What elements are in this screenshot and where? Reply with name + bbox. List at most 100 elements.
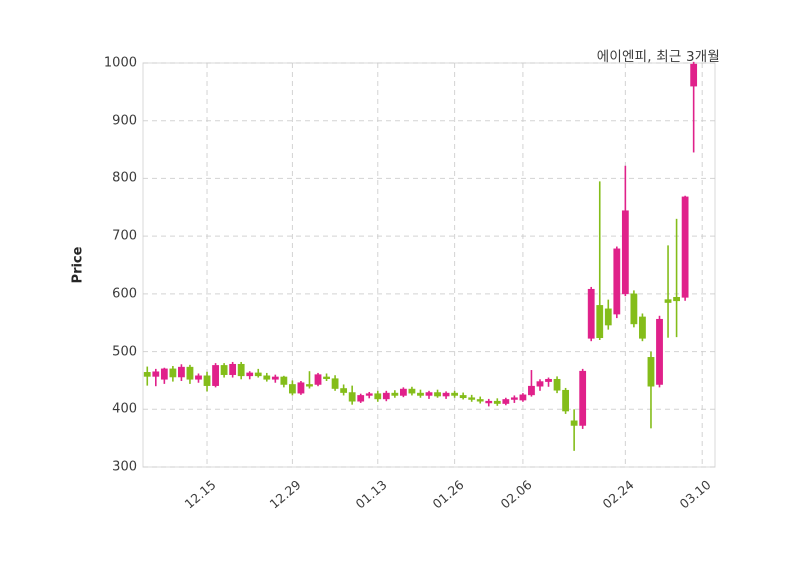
- candle: [442, 391, 450, 399]
- candle: [382, 390, 390, 402]
- y-tick-label: 800: [112, 170, 137, 186]
- candle: [459, 392, 467, 400]
- candle-body: [399, 388, 407, 396]
- candle-series: [143, 61, 698, 451]
- candle: [340, 384, 348, 396]
- candle: [374, 390, 382, 402]
- candle-body: [237, 363, 245, 377]
- candle: [664, 245, 672, 338]
- candle-body: [186, 366, 194, 380]
- y-tick-label: 400: [112, 401, 137, 417]
- candle-body: [656, 318, 663, 385]
- candle-body: [212, 365, 219, 386]
- candle: [348, 385, 356, 405]
- candle-body: [425, 392, 433, 396]
- candle-body: [297, 382, 305, 394]
- candle-body: [451, 392, 459, 396]
- candle-body: [613, 248, 621, 315]
- candle-body: [604, 308, 612, 326]
- candle-body: [570, 420, 578, 426]
- candle-body: [391, 392, 399, 396]
- candle: [152, 368, 160, 387]
- candle-body: [442, 392, 450, 397]
- candle: [254, 368, 262, 378]
- candle: [425, 390, 433, 399]
- candle-body: [417, 392, 424, 396]
- candle-body: [289, 384, 296, 394]
- candle-body: [357, 395, 365, 402]
- y-tick-label: 600: [112, 286, 137, 302]
- candle-body: [374, 393, 382, 400]
- y-tick-label: 300: [112, 459, 137, 475]
- candle-body: [553, 378, 561, 391]
- candle-body: [630, 293, 638, 325]
- candle: [476, 396, 484, 404]
- candle: [562, 387, 569, 414]
- candle-body: [690, 63, 698, 87]
- candle-body: [229, 363, 237, 375]
- candle: [647, 351, 655, 429]
- candle: [220, 363, 228, 378]
- candle: [579, 368, 587, 429]
- candle: [186, 364, 194, 384]
- candle-body: [459, 395, 467, 399]
- candle-body: [365, 393, 373, 396]
- candle-body: [382, 392, 390, 400]
- candle: [468, 394, 476, 402]
- candle-body: [510, 397, 518, 400]
- chart-title: 에이엔피, 최근 3개월: [596, 49, 720, 65]
- candle-body: [528, 385, 535, 396]
- candle-body: [306, 384, 313, 387]
- candle-body: [271, 376, 279, 380]
- candle: [169, 366, 177, 382]
- candle: [621, 165, 629, 297]
- candle-body: [681, 196, 689, 298]
- candle: [519, 393, 527, 402]
- candle: [570, 409, 578, 451]
- candle: [656, 315, 663, 388]
- candle: [178, 364, 185, 382]
- candle: [587, 286, 595, 342]
- candle: [143, 366, 151, 386]
- candle: [314, 372, 322, 387]
- y-axis-ticks: 300 400 500 600 700 800 900 1000: [75, 0, 137, 575]
- candle-body: [314, 374, 322, 385]
- gridlines: [143, 62, 715, 468]
- candle: [297, 381, 305, 395]
- candle: [604, 299, 612, 330]
- candle-body: [485, 400, 493, 404]
- candle: [365, 391, 373, 399]
- candle: [502, 397, 510, 406]
- candle-body: [639, 316, 646, 339]
- candle-body: [246, 372, 254, 377]
- candle: [323, 373, 330, 382]
- candle-body: [664, 299, 672, 303]
- candle-body: [152, 371, 160, 377]
- candle-body: [323, 376, 330, 379]
- candle: [212, 363, 219, 388]
- candle-body: [195, 375, 202, 380]
- candle: [399, 387, 407, 398]
- candle: [493, 398, 501, 406]
- y-tick-label: 1000: [103, 55, 137, 71]
- candle: [229, 361, 237, 378]
- candle: [681, 195, 689, 301]
- candle-body: [348, 392, 356, 402]
- candle-body: [331, 378, 339, 389]
- y-tick-label: 700: [112, 228, 137, 244]
- candle: [195, 373, 202, 383]
- candle: [553, 376, 561, 394]
- candle: [391, 390, 399, 398]
- candle: [434, 389, 441, 398]
- candle-body: [408, 388, 416, 394]
- candle-body: [545, 378, 552, 382]
- candle-body: [536, 381, 544, 387]
- candle: [596, 181, 604, 341]
- candle: [630, 290, 638, 328]
- candle-body: [579, 370, 587, 426]
- y-tick-label: 900: [112, 113, 137, 129]
- y-tick-label: 500: [112, 344, 137, 360]
- candle-body: [596, 305, 604, 339]
